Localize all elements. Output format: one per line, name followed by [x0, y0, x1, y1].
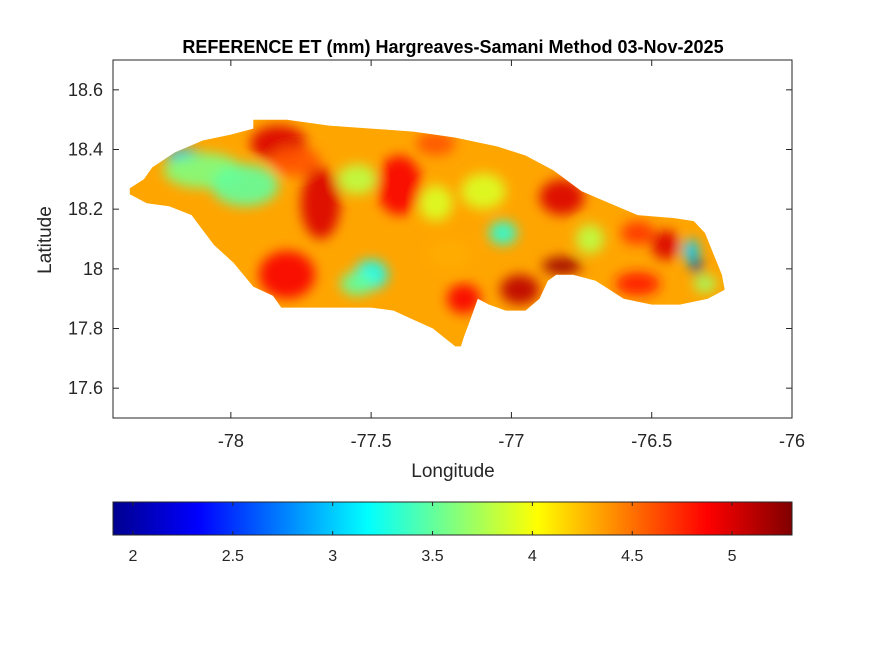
surface-feature — [416, 131, 456, 156]
surface-feature — [542, 256, 582, 275]
surface-feature — [211, 164, 279, 207]
surface-feature — [651, 230, 680, 260]
surface-feature — [300, 167, 341, 239]
x-tick-label: -77.5 — [351, 431, 392, 451]
surface-feature — [488, 221, 518, 245]
x-tick-label: -78 — [218, 431, 244, 451]
y-tick-label: 18 — [83, 259, 103, 279]
y-tick-label: 18.2 — [68, 199, 103, 219]
surface-feature — [270, 146, 321, 177]
x-tick-label: -76.5 — [631, 431, 672, 451]
plot-frame — [112, 59, 793, 419]
colorbar-tick-label: 3 — [328, 548, 337, 565]
y-tick-label: 17.6 — [68, 378, 103, 398]
x-tick-label: -77 — [498, 431, 524, 451]
surface-feature — [500, 274, 540, 305]
surface-feature — [446, 283, 481, 314]
y-tick-label: 17.8 — [68, 319, 103, 339]
surface-feature — [615, 271, 661, 296]
surface-feature — [539, 179, 585, 216]
surface-feature — [693, 274, 717, 293]
colorbar-axis: 2 2.5 3 3.5 4 4.5 5 — [129, 502, 737, 565]
colorbar-tick-label: 2.5 — [222, 548, 244, 565]
surface-feature — [682, 239, 700, 263]
surface-feature — [460, 173, 506, 210]
chart-title: REFERENCE ET (mm) Hargreaves-Samani Meth… — [182, 37, 723, 57]
colorbar-tick-label: 5 — [728, 548, 737, 565]
surface-feature — [575, 224, 605, 254]
colorbar-tick-label: 4 — [528, 548, 537, 565]
surface-feature — [427, 239, 473, 269]
et-surface — [129, 119, 725, 347]
surface-feature — [690, 258, 703, 274]
colorbar-tick-label: 3.5 — [421, 548, 443, 565]
surface-feature — [620, 221, 655, 245]
x-axis: -78 -77.5 -77 -76.5 -76 — [218, 60, 805, 451]
y-axis: 17.6 17.8 18 18.2 18.4 18.6 — [68, 80, 792, 398]
y-axis-label: Latitude — [35, 206, 56, 274]
x-axis-label: Longitude — [411, 461, 494, 482]
surface-feature — [337, 164, 377, 195]
colorbar-tick-label: 4.5 — [621, 548, 643, 565]
surface-feature — [340, 271, 374, 296]
x-tick-label: -76 — [779, 431, 805, 451]
colorbar — [112, 501, 793, 536]
y-tick-label: 18.4 — [68, 140, 103, 160]
colorbar-tick-label: 2 — [129, 548, 138, 565]
surface-feature — [418, 185, 453, 222]
surface-feature — [376, 155, 422, 216]
surface-feature — [258, 250, 316, 299]
y-tick-label: 18.6 — [68, 80, 103, 100]
